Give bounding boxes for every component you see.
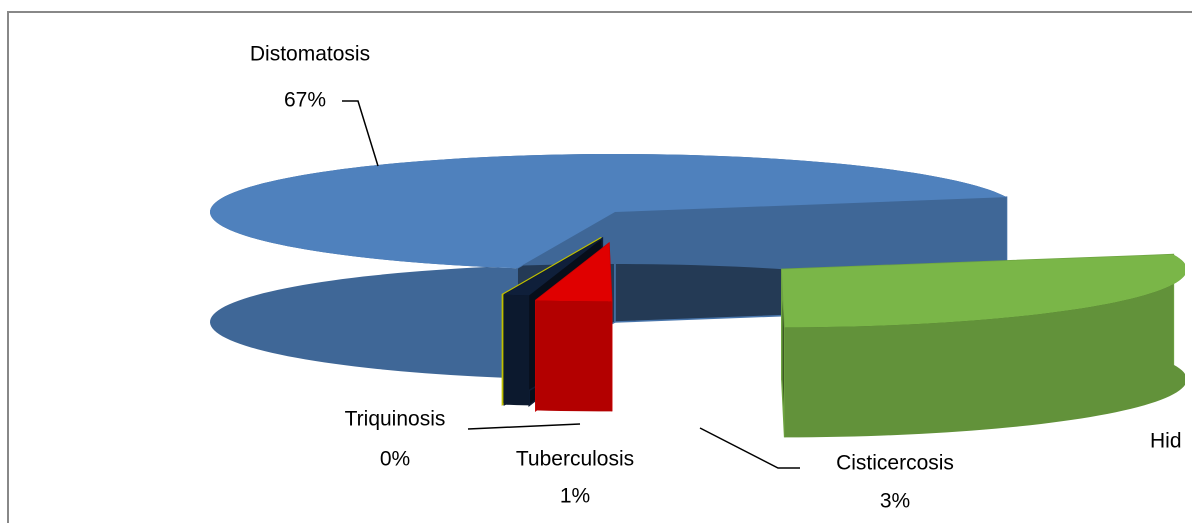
plot-area: Distomatosis 67% Hid Cisticercosis 3% Tubercu…	[210, 43, 1185, 513]
leader-line	[467, 423, 581, 430]
value-label: 1%	[560, 485, 590, 508]
value-label: 0%	[380, 448, 410, 471]
category-label: Triquinosis	[345, 408, 446, 431]
slice	[210, 154, 1007, 269]
leader-line	[699, 427, 800, 469]
category-label: Distomatosis	[250, 43, 370, 66]
slice	[504, 238, 603, 296]
value-label: 67%	[284, 89, 326, 112]
slice-wall	[535, 300, 612, 412]
slice-wall	[784, 254, 1185, 438]
slice	[535, 243, 612, 302]
category-label: Cisticercosis	[836, 452, 954, 475]
slice-wall	[504, 294, 530, 406]
slice-side	[781, 269, 786, 438]
leader-line	[342, 100, 379, 167]
category-label: Hid	[1150, 430, 1182, 453]
category-label: Tuberculosis	[516, 448, 634, 471]
slice	[781, 254, 1185, 328]
value-label: 3%	[880, 490, 910, 513]
